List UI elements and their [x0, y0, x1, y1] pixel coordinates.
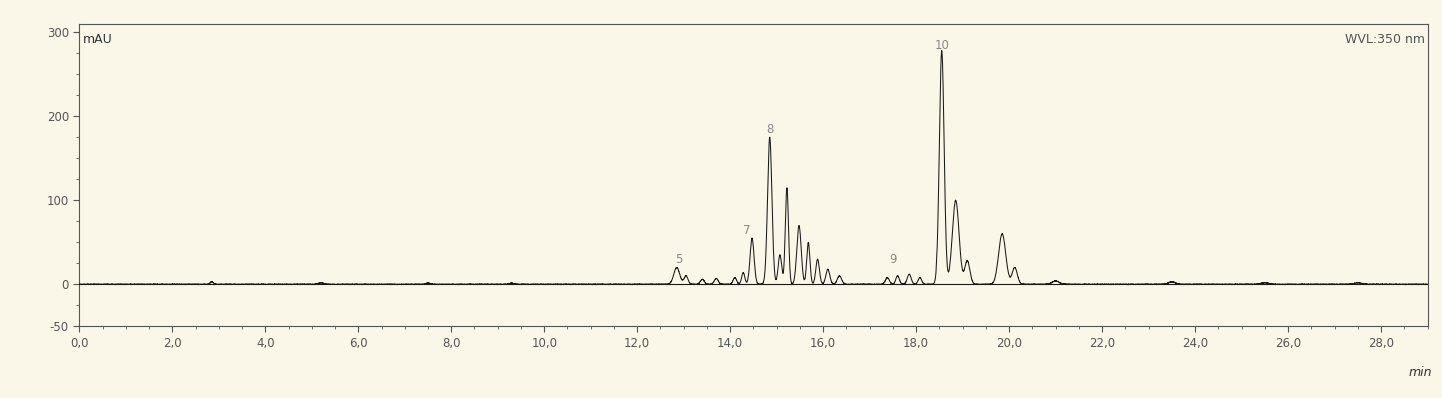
Text: 8: 8 — [766, 123, 773, 137]
Text: 10: 10 — [934, 39, 949, 53]
Text: 5: 5 — [675, 253, 682, 266]
Text: min: min — [1409, 366, 1432, 379]
Text: 7: 7 — [743, 224, 750, 237]
Text: mAU: mAU — [84, 33, 112, 46]
Text: 9: 9 — [890, 253, 897, 266]
Text: WVL:350 nm: WVL:350 nm — [1345, 33, 1425, 46]
